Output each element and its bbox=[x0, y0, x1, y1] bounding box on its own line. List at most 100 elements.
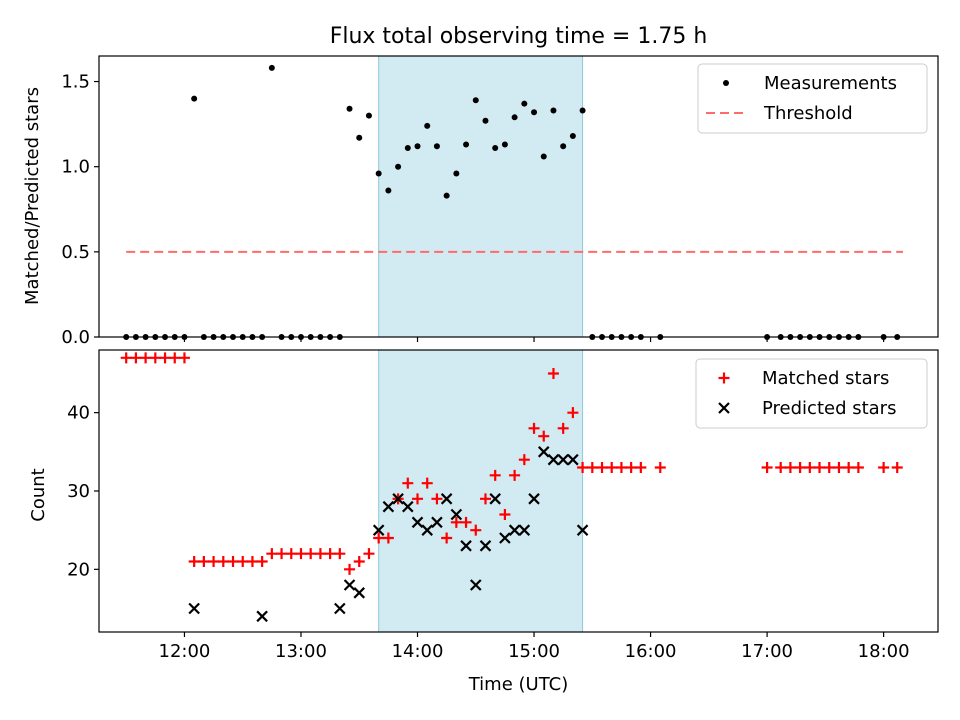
top-measurement-point bbox=[414, 143, 421, 150]
x-tick-label: 18:00 bbox=[858, 641, 910, 662]
bottom-matched-star-point bbox=[518, 454, 530, 466]
bottom-predicted-star-point bbox=[421, 524, 433, 536]
bottom-predicted-star-point bbox=[382, 500, 395, 513]
bottom-matched-star-point bbox=[149, 352, 161, 364]
top-legend-box bbox=[697, 63, 928, 134]
top-measurement-point bbox=[453, 170, 460, 177]
bottom-predicted-star-point bbox=[402, 500, 414, 513]
top-y-tick-label: 0.5 bbox=[61, 242, 90, 263]
bottom-predicted-star-point bbox=[567, 453, 579, 466]
bottom-predicted-star-point bbox=[557, 453, 569, 466]
bottom-matched-star-point bbox=[344, 563, 356, 575]
bottom-predicted-star-point bbox=[188, 602, 200, 615]
top-measurement-point bbox=[472, 97, 479, 104]
bottom-predicted-star-point bbox=[528, 493, 540, 505]
top-measurement-point bbox=[404, 144, 411, 151]
bottom-y-tick-label: 40 bbox=[67, 403, 90, 424]
top-measurement-point bbox=[356, 134, 363, 141]
bottom-matched-star-point bbox=[441, 532, 453, 544]
x-tick-label: 16:00 bbox=[625, 641, 677, 662]
bottom-matched-star-point bbox=[606, 462, 618, 473]
bottom-matched-star-point bbox=[373, 532, 385, 544]
top-measurement-point bbox=[569, 133, 576, 140]
bottom-predicted-star-point bbox=[334, 602, 346, 615]
bottom-matched-star-point bbox=[314, 548, 326, 560]
top-measurement-point bbox=[395, 163, 402, 170]
bottom-matched-star-point bbox=[130, 352, 142, 364]
top-legend-label: Measurements bbox=[764, 73, 897, 94]
top-measurement-point bbox=[433, 143, 440, 150]
bottom-predicted-star-point bbox=[343, 579, 356, 591]
bottom-matched-star-point bbox=[431, 493, 443, 505]
bottom-predicted-star-point bbox=[537, 446, 550, 458]
bottom-legend-box bbox=[695, 358, 928, 429]
bottom-matched-star-point bbox=[208, 556, 220, 567]
top-measurement-point bbox=[540, 153, 547, 160]
bottom-legend-label: Predicted stars bbox=[762, 398, 896, 419]
bottom-matched-star-point bbox=[547, 368, 559, 379]
bottom-predicted-star-point bbox=[576, 524, 589, 536]
bottom-matched-star-point bbox=[794, 462, 806, 473]
top-legend-label: Threshold bbox=[763, 103, 853, 124]
bottom-matched-star-point bbox=[334, 548, 346, 560]
top-measurement-point bbox=[521, 100, 528, 107]
bottom-matched-star-point bbox=[227, 556, 239, 567]
bottom-matched-star-point bbox=[557, 422, 569, 434]
bottom-matched-star-point bbox=[761, 462, 773, 473]
bottom-matched-star-point bbox=[198, 556, 210, 567]
bottom-predicted-star-point bbox=[372, 524, 385, 536]
bottom-matched-star-point bbox=[217, 556, 229, 567]
top-measurement-point bbox=[550, 107, 557, 114]
bottom-matched-star-point bbox=[188, 556, 200, 567]
bottom-matched-star-point bbox=[178, 352, 190, 364]
bottom-matched-star-point bbox=[878, 462, 890, 473]
bottom-predicted-star-point bbox=[411, 516, 424, 529]
bottom-matched-star-point bbox=[577, 462, 589, 473]
bottom-matched-star-point bbox=[159, 352, 171, 364]
bottom-predicted-star-point bbox=[392, 493, 404, 505]
top-y-tick-label: 1.5 bbox=[61, 72, 90, 93]
top-measurement-point bbox=[346, 105, 353, 112]
bottom-matched-star-point bbox=[615, 462, 627, 473]
x-tick-label: 15:00 bbox=[508, 641, 560, 662]
bottom-matched-star-point bbox=[804, 462, 816, 473]
top-measurement-point bbox=[531, 109, 538, 116]
chart-title: Flux total observing time = 1.75 h bbox=[330, 24, 708, 49]
top-measurement-point bbox=[501, 141, 508, 148]
top-measurement-point bbox=[191, 95, 198, 102]
bottom-matched-star-point bbox=[120, 352, 132, 364]
x-tick-label: 12:00 bbox=[159, 641, 211, 662]
bottom-matched-star-point bbox=[276, 548, 288, 560]
bottom-y-tick-label: 30 bbox=[67, 481, 90, 502]
bottom-matched-star-point bbox=[256, 556, 268, 567]
bottom-matched-star-point bbox=[246, 556, 258, 567]
top-y-tick-label: 1.0 bbox=[61, 157, 90, 178]
top-shaded-interval bbox=[378, 55, 584, 338]
bottom-predicted-star-point bbox=[547, 453, 560, 466]
bottom-y-axis-label: Count bbox=[28, 468, 49, 521]
bottom-predicted-star-point bbox=[440, 493, 453, 505]
bottom-predicted-star-point bbox=[489, 493, 501, 505]
bottom-matched-star-point bbox=[363, 548, 375, 560]
top-measurement-point bbox=[492, 144, 499, 151]
bottom-matched-star-point bbox=[775, 462, 787, 473]
top-measurement-point bbox=[365, 112, 372, 119]
bottom-matched-star-point bbox=[266, 548, 278, 560]
bottom-matched-star-point bbox=[324, 548, 336, 560]
bottom-predicted-star-point bbox=[518, 524, 531, 536]
x-tick-label: 14:00 bbox=[392, 641, 444, 662]
bottom-matched-star-point bbox=[635, 462, 647, 473]
bottom-matched-star-point bbox=[295, 548, 307, 560]
bottom-matched-star-point bbox=[479, 493, 491, 505]
bottom-predicted-star-point bbox=[460, 540, 472, 552]
top-measurement-point bbox=[424, 122, 431, 129]
bottom-matched-star-point bbox=[538, 430, 550, 442]
bottom-predicted-star-point bbox=[469, 579, 482, 591]
top-measurement-point bbox=[482, 117, 489, 124]
bottom-legend-marker bbox=[718, 402, 730, 414]
top-measurement-point bbox=[579, 107, 586, 114]
bottom-matched-star-point bbox=[460, 516, 472, 528]
x-tick-label: 13:00 bbox=[275, 641, 327, 662]
bottom-matched-star-point bbox=[814, 462, 826, 473]
